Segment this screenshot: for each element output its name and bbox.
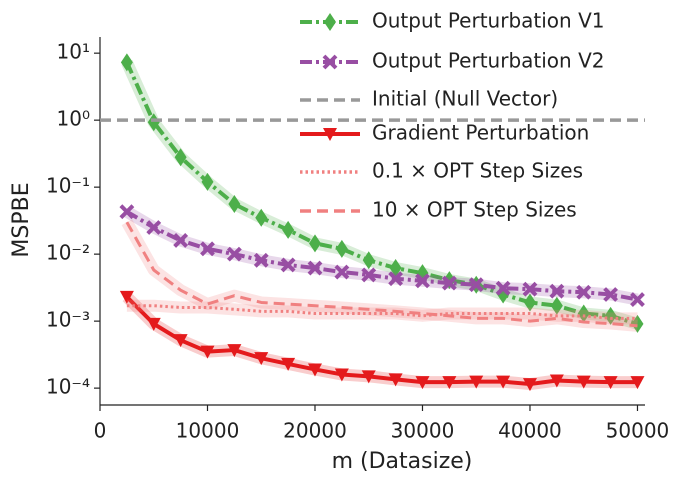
y-tick-label: 10⁻³ (46, 308, 90, 332)
marker (119, 290, 134, 304)
legend-label: 0.1 × OPT Step Sizes (372, 159, 583, 183)
x-tick-label: 10000 (176, 419, 240, 443)
marker (201, 172, 214, 191)
marker (146, 220, 162, 235)
line-band (126, 299, 638, 325)
marker (522, 281, 538, 297)
legend-label: Output Perturbation V1 (372, 9, 604, 33)
marker (388, 373, 403, 387)
marker (119, 204, 135, 220)
marker (146, 317, 161, 331)
line (125, 209, 638, 302)
marker (630, 292, 645, 307)
marker (322, 54, 338, 70)
marker (441, 275, 457, 291)
marker (550, 296, 563, 315)
marker (120, 53, 133, 72)
marker (281, 357, 296, 371)
marker (200, 345, 215, 359)
marker (334, 368, 349, 382)
marker (496, 375, 511, 389)
marker (334, 264, 350, 280)
y-axis-label: MSPBE (9, 182, 34, 257)
marker (415, 376, 430, 390)
marker (255, 208, 268, 227)
line (125, 221, 638, 328)
marker (523, 293, 536, 312)
marker (324, 13, 336, 31)
marker (576, 284, 592, 300)
y-tick-label: 10⁰ (57, 107, 90, 131)
legend-label: Output Perturbation V2 (372, 49, 604, 73)
marker (228, 195, 241, 214)
marker (362, 251, 375, 270)
y-tick-label: 10⁻² (46, 241, 90, 265)
marker (323, 128, 337, 141)
x-tick-label: 20000 (283, 419, 347, 443)
marker (361, 370, 376, 384)
marker (174, 148, 187, 167)
y-tick-label: 10¹ (57, 40, 90, 64)
marker (549, 374, 564, 388)
marker (253, 252, 269, 268)
x-tick-label: 50000 (606, 419, 670, 443)
marker (389, 259, 402, 278)
marker (630, 376, 645, 390)
marker (577, 304, 590, 323)
marker (576, 375, 591, 389)
marker (388, 271, 404, 287)
marker (280, 257, 296, 273)
marker (604, 306, 617, 325)
y-tick-label: 10⁻¹ (46, 174, 90, 198)
marker (549, 283, 565, 299)
marker (468, 277, 484, 293)
x-axis-label: m (Datasize) (332, 449, 473, 474)
marker (522, 378, 537, 392)
marker (603, 376, 618, 390)
marker (307, 363, 322, 377)
marker (335, 239, 348, 258)
marker (361, 267, 377, 283)
y-tick-label: 10⁻⁴ (46, 375, 90, 399)
marker (308, 234, 321, 253)
marker (227, 344, 242, 358)
marker (603, 287, 619, 302)
legend-label: Initial (Null Vector) (372, 87, 558, 111)
x-tick-label: 0 (94, 419, 107, 443)
x-tick-label: 40000 (498, 419, 562, 443)
line (125, 295, 638, 387)
marker (254, 352, 269, 366)
marker (282, 220, 295, 239)
marker (173, 334, 188, 348)
marker (469, 375, 484, 389)
marker (200, 241, 215, 257)
legend-label: 10 × OPT Step Sizes (372, 198, 577, 222)
marker (307, 260, 323, 276)
marker (226, 246, 242, 262)
marker (147, 113, 160, 132)
x-tick-label: 30000 (391, 419, 455, 443)
marker (495, 280, 511, 296)
marker (173, 233, 189, 248)
legend-label: Gradient Perturbation (372, 121, 589, 145)
marker (415, 273, 430, 289)
marker (442, 376, 457, 390)
